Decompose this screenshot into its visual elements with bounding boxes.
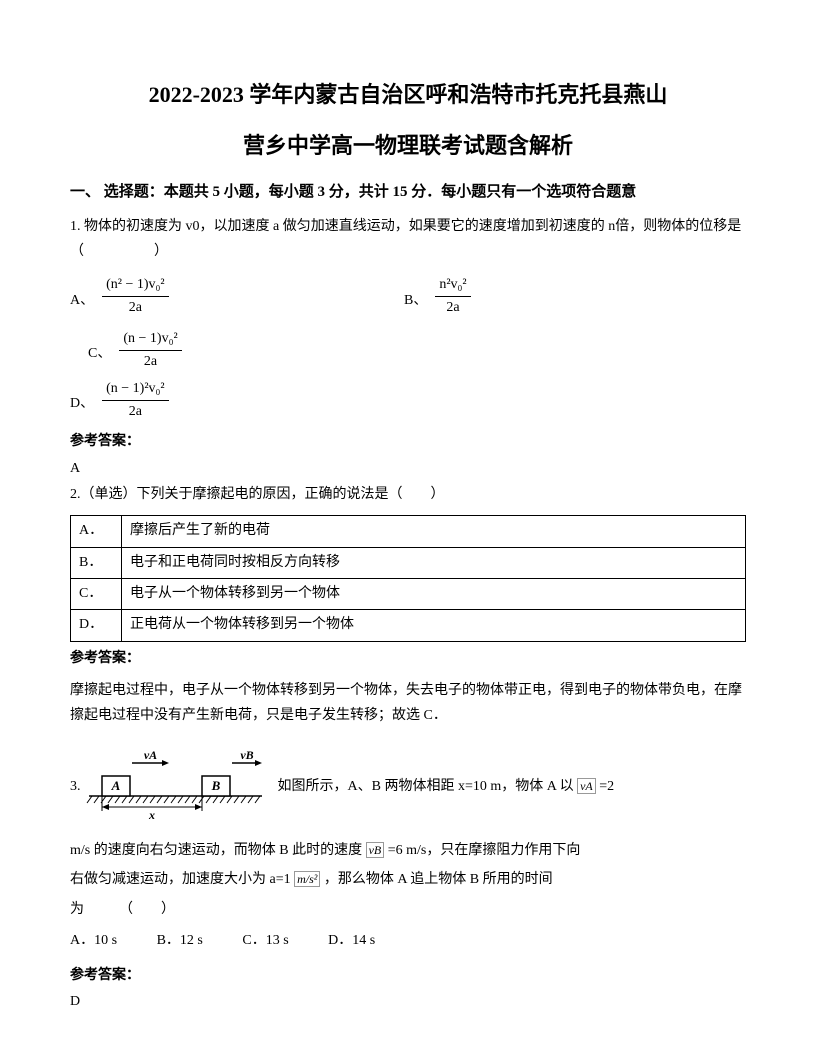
q2-opt-a-text: 摩擦后产生了新的电荷 <box>122 516 746 547</box>
q1-option-d: D、 (n − 1)²v₀² 2a <box>70 378 380 424</box>
q1-frac-d-num: (n − 1)²v₀² <box>102 378 169 400</box>
q3-choice-a: A．10 s <box>70 933 117 948</box>
q1-option-c: C、 (n − 1)v₀² 2a <box>88 328 398 374</box>
q3-text-4: 为 （ ） <box>70 902 175 917</box>
q1-options-row2: C、 (n − 1)v₀² 2a D、 (n − 1)²v₀² 2a <box>70 326 746 426</box>
q2-opt-c-text: 电子从一个物体转移到另一个物体 <box>122 579 746 610</box>
q2-opt-a-letter: A． <box>71 516 122 547</box>
q3-text-2a: m/s 的速度向右匀速运动，而物体 B 此时的速度 <box>70 843 362 858</box>
q1-frac-b-num: n²v₀² <box>435 274 470 296</box>
q2-text: 2.（单选）下列关于摩擦起电的原因，正确的说法是（ ） <box>70 482 746 507</box>
q2-answer-label: 参考答案： <box>70 648 746 670</box>
q3-text-3b: ，那么物体 A 追上物体 B 所用的时间 <box>324 872 553 887</box>
q1-options-row1: A、 (n² − 1)v₀² 2a B、 n²v₀² 2a <box>70 272 746 322</box>
q3-block: 3. ABvAvBx 如图所示，A、B 两物体相距 x=10 m，物体 A 以 … <box>70 737 746 925</box>
svg-text:B: B <box>211 778 221 793</box>
q3-va-symbol: vA <box>577 778 596 794</box>
q2-opt-d-letter: D． <box>71 610 122 641</box>
table-row: B． 电子和正电荷同时按相反方向转移 <box>71 547 746 578</box>
q3-text-2b: =6 m/s，只在摩擦阻力作用下向 <box>388 843 581 858</box>
q1-frac-b-den: 2a <box>435 296 470 319</box>
q1-frac-b: n²v₀² 2a <box>435 274 470 320</box>
svg-text:A: A <box>111 778 121 793</box>
table-row: A． 摩擦后产生了新的电荷 <box>71 516 746 547</box>
q3-number: 3. <box>70 779 81 794</box>
q1-option-b: B、 n²v₀² 2a <box>404 274 714 320</box>
q3-choice-d: D．14 s <box>328 933 375 948</box>
section-head-1: 一、 选择题：本题共 5 小题，每小题 3 分，共计 15 分．每小题只有一个选… <box>70 180 746 204</box>
q1-option-a: A、 (n² − 1)v₀² 2a <box>70 274 380 320</box>
q1-frac-c-num: (n − 1)v₀² <box>119 328 181 350</box>
svg-text:vB: vB <box>240 748 253 762</box>
q2-opt-d-text: 正电荷从一个物体转移到另一个物体 <box>122 610 746 641</box>
q3-vb-symbol: vB <box>366 842 385 858</box>
q1-opt-b-label: B、 <box>404 282 427 312</box>
q3-choice-c: C．13 s <box>242 933 288 948</box>
q1-frac-a: (n² − 1)v₀² 2a <box>102 274 169 320</box>
q2-opt-b-letter: B． <box>71 547 122 578</box>
svg-text:vA: vA <box>144 748 157 762</box>
q3-choice-b: B．12 s <box>157 933 203 948</box>
q1-answer-label: 参考答案： <box>70 431 746 453</box>
svg-text:x: x <box>148 808 155 821</box>
q3-eq2: =2 <box>599 779 614 794</box>
q1-opt-c-label: C、 <box>88 335 111 365</box>
q1-frac-d-den: 2a <box>102 400 169 423</box>
q2-opt-b-text: 电子和正电荷同时按相反方向转移 <box>122 547 746 578</box>
title-line1: 2022-2023 学年内蒙古自治区呼和浩特市托克托县燕山 <box>70 80 746 111</box>
q3-diagram-svg: A BvA vB x <box>84 741 264 821</box>
q1-frac-d: (n − 1)²v₀² 2a <box>102 378 169 424</box>
table-row: D． 正电荷从一个物体转移到另一个物体 <box>71 610 746 641</box>
q2-explanation: 摩擦起电过程中，电子从一个物体转移到另一个物体，失去电子的物体带正电，得到电子的… <box>70 678 746 728</box>
q2-opt-c-letter: C． <box>71 579 122 610</box>
q3-answer: D <box>70 991 746 1013</box>
q1-frac-a-den: 2a <box>102 296 169 319</box>
q1-frac-c-den: 2a <box>119 350 181 373</box>
q3-diagram: A BvA vB x <box>84 741 264 832</box>
q3-answer-label: 参考答案： <box>70 965 746 987</box>
table-row: C． 电子从一个物体转移到另一个物体 <box>71 579 746 610</box>
q1-opt-a-label: A、 <box>70 282 94 312</box>
q3-choices: A．10 s B．12 s C．13 s D．14 s <box>70 930 746 952</box>
q1-frac-c: (n − 1)v₀² 2a <box>119 328 181 374</box>
q3-text-3: 右做匀减速运动，加速度大小为 a=1 <box>70 872 291 887</box>
q2-options-table: A． 摩擦后产生了新的电荷 B． 电子和正电荷同时按相反方向转移 C． 电子从一… <box>70 515 746 642</box>
title-line2: 营乡中学高一物理联考试题含解析 <box>70 131 746 162</box>
q3-unit: m/s² <box>294 871 320 887</box>
q3-text-1: 如图所示，A、B 两物体相距 x=10 m，物体 A 以 <box>278 779 574 794</box>
q1-answer: A <box>70 458 746 480</box>
q1-frac-a-num: (n² − 1)v₀² <box>102 274 169 296</box>
q1-opt-d-label: D、 <box>70 385 94 415</box>
q1-text: 1. 物体的初速度为 v0，以加速度 a 做匀加速直线运动，如果要它的速度增加到… <box>70 214 746 264</box>
